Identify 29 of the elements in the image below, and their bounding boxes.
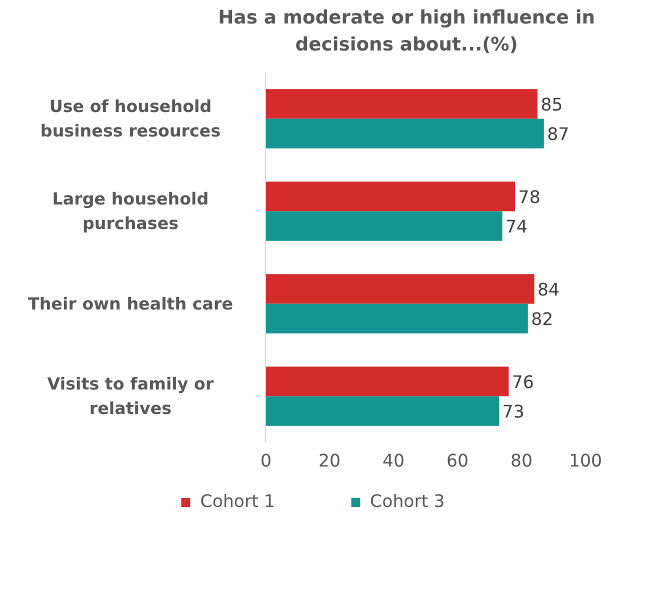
y-tick-label: Visits to family or relatives (47, 374, 214, 418)
bar (266, 366, 509, 396)
y-tick-label: Their own health care (28, 294, 234, 314)
data-label: 73 (502, 402, 524, 423)
data-label: 84 (538, 280, 560, 300)
bar (266, 182, 516, 212)
x-tick-label: 100 (568, 452, 602, 472)
bar (266, 118, 544, 148)
legend-label: Cohort 1 (200, 492, 275, 512)
data-label: 76 (512, 372, 534, 393)
data-label: 85 (540, 95, 563, 116)
bar (266, 89, 538, 119)
data-label: 78 (518, 188, 540, 208)
y-tick-label: Use of household business resources (40, 96, 221, 141)
bar (266, 274, 534, 304)
data-label: 87 (547, 125, 570, 146)
data-label: 74 (506, 218, 528, 238)
x-tick-label: 60 (446, 452, 469, 472)
x-tick-label: 0 (260, 452, 272, 472)
chart-title: Has a moderate or high influence in decisions about...(%) (218, 7, 596, 56)
data-label: 82 (531, 310, 554, 330)
x-tick-label: 80 (510, 452, 533, 472)
bar (266, 304, 528, 334)
x-tick-label: 40 (382, 452, 405, 472)
y-tick-label: Large household purchases (52, 189, 209, 234)
x-tick-label: 20 (318, 452, 341, 472)
bar (266, 211, 502, 241)
bar (266, 396, 500, 426)
legend-label: Cohort 3 (370, 492, 445, 512)
